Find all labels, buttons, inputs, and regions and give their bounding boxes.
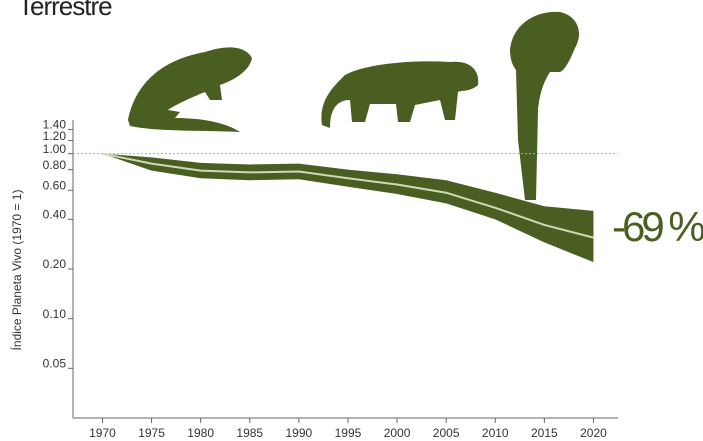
confidence-band <box>102 154 593 262</box>
y-axis-label: Índice Planeta Vivo (1970 = 1) <box>9 190 24 351</box>
x-tick-label: 1970 <box>89 426 116 440</box>
x-tick-label: 2005 <box>433 426 460 440</box>
x-tick-label: 1985 <box>236 426 263 440</box>
x-tick-label: 2020 <box>580 426 607 440</box>
y-tick-label: 1.40 <box>43 118 67 132</box>
chart-title: Terrestre <box>18 0 112 21</box>
y-tick-label: 0.20 <box>43 257 67 271</box>
x-tick-label: 1975 <box>138 426 165 440</box>
x-tick-label: 1995 <box>335 426 362 440</box>
x-tick-label: 2000 <box>384 426 411 440</box>
y-tick-label: 0.80 <box>43 158 67 172</box>
y-tick-label: 0.10 <box>43 307 67 321</box>
y-tick-label: 0.40 <box>43 208 67 222</box>
x-tick-label: 2010 <box>482 426 509 440</box>
y-tick-label: 1.00 <box>43 142 67 156</box>
y-tick-label: 0.05 <box>43 357 67 371</box>
x-tick-label: 1980 <box>187 426 214 440</box>
chart: Terrestre Índice Planeta Vivo (1970 = 1)… <box>0 0 703 441</box>
x-tick-label: 1990 <box>286 426 313 440</box>
annotation: -69 % <box>612 203 703 250</box>
x-tick-label: 2015 <box>531 426 558 440</box>
y-tick-label: 0.60 <box>43 178 67 192</box>
